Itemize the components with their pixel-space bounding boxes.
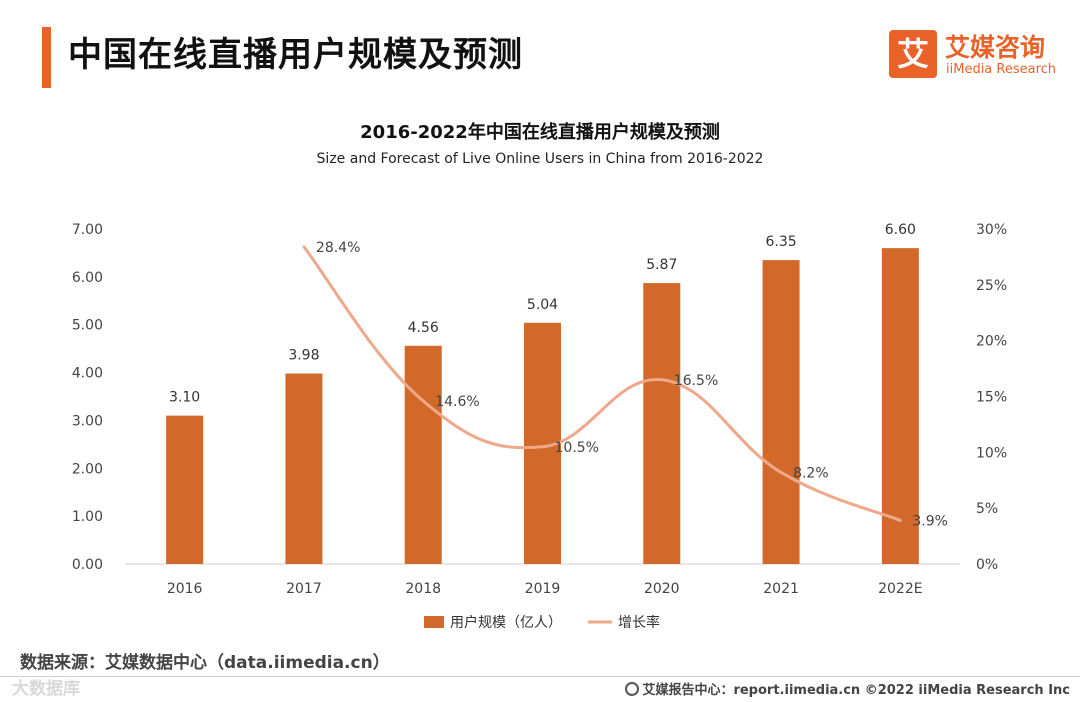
- y-left-tick-label: 3.00: [72, 413, 103, 429]
- growth-rate-point: [898, 518, 902, 522]
- bar: [881, 248, 919, 564]
- x-tick-label: 2019: [525, 581, 561, 597]
- growth-rate-point: [421, 399, 425, 403]
- logo-mark: 艾: [889, 30, 937, 78]
- bar-value-label: 3.10: [169, 390, 200, 406]
- watermark-text: 大数据库: [12, 679, 80, 699]
- y-right-tick-label: 5%: [976, 501, 998, 517]
- bar: [285, 373, 323, 564]
- growth-rate-label: 8.2%: [793, 465, 829, 481]
- y-right-tick-label: 20%: [976, 334, 1007, 350]
- y-left-tick-label: 4.00: [72, 366, 103, 382]
- bar-value-label: 5.04: [527, 297, 558, 313]
- y-right-tick-label: 25%: [976, 278, 1007, 294]
- chart-title: 2016-2022年中国在线直播用户规模及预测: [360, 122, 720, 143]
- bar-value-label: 5.87: [646, 257, 677, 273]
- y-right-tick-label: 10%: [976, 445, 1007, 461]
- growth-rate-label: 14.6%: [435, 394, 479, 410]
- bar-value-label: 3.98: [288, 348, 319, 364]
- footer-divider: [0, 676, 1080, 677]
- chart-subtitle: Size and Forecast of Live Online Users i…: [316, 151, 764, 167]
- growth-rate-point: [660, 378, 664, 382]
- y-left-tick-label: 7.00: [72, 222, 103, 238]
- y-right-tick-label: 15%: [976, 390, 1007, 406]
- y-left-tick-label: 2.00: [72, 461, 103, 477]
- growth-rate-point: [541, 445, 544, 449]
- combo-chart: 0.00 1.00 2.00 3.00 4.00 5.00 6.00 7.00 0% 5% 10% 1…: [72, 222, 1007, 631]
- y-left-tick-label: 0.00: [72, 557, 103, 573]
- y-left-tick-label: 5.00: [72, 318, 103, 334]
- x-tick-label: 2018: [405, 581, 441, 597]
- growth-rate-point: [302, 245, 306, 249]
- bar: [166, 415, 204, 564]
- page-title: 中国在线直播用户规模及预测: [68, 35, 523, 75]
- bar-value-label: 6.35: [765, 234, 796, 250]
- y-left-tick-label: 6.00: [72, 270, 103, 286]
- iimedia-logo: 艾 艾媒咨询 iiMedia Research: [889, 30, 1069, 82]
- x-tick-label: 2017: [286, 581, 322, 597]
- growth-rate-point: [779, 470, 783, 474]
- legend-bar-label: 用户规模（亿人）: [450, 614, 562, 631]
- y-right-tick-label: 0%: [976, 557, 998, 573]
- x-tick-label: 2022E: [878, 581, 922, 597]
- bar-value-label: 6.60: [885, 222, 916, 238]
- logo-cn-text: 艾媒咨询: [945, 33, 1046, 62]
- growth-rate-line: [302, 245, 901, 522]
- x-tick-label: 2020: [644, 581, 680, 597]
- legend-line-label: 增长率: [618, 614, 660, 631]
- bar: [404, 345, 442, 564]
- footer-credit-text: 艾媒报告中心：report.iimedia.cn ©2022 iiMedia R…: [642, 683, 1070, 698]
- y-right-tick-label: 30%: [976, 222, 1007, 238]
- x-tick-label: 2016: [167, 581, 203, 597]
- y-left-tick-label: 1.00: [72, 509, 103, 525]
- legend-bar-swatch: [424, 616, 444, 628]
- growth-rate-label: 3.9%: [912, 513, 948, 529]
- x-tick-label: 2021: [763, 581, 799, 597]
- bar-value-label: 4.56: [408, 320, 439, 336]
- data-source: 数据来源：艾媒数据中心（data.iimedia.cn）: [20, 653, 390, 673]
- bar: [762, 260, 800, 564]
- growth-rate-label: 28.4%: [316, 240, 360, 256]
- bar: [643, 283, 681, 564]
- title-accent-bar: [42, 27, 51, 88]
- growth-rate-label: 16.5%: [674, 373, 718, 389]
- footer-credit: 艾媒报告中心：report.iimedia.cn ©2022 iiMedia R…: [625, 679, 1070, 698]
- globe-icon: [625, 682, 640, 696]
- growth-rate-label: 10.5%: [555, 440, 599, 456]
- logo-en-text: iiMedia Research: [946, 62, 1057, 77]
